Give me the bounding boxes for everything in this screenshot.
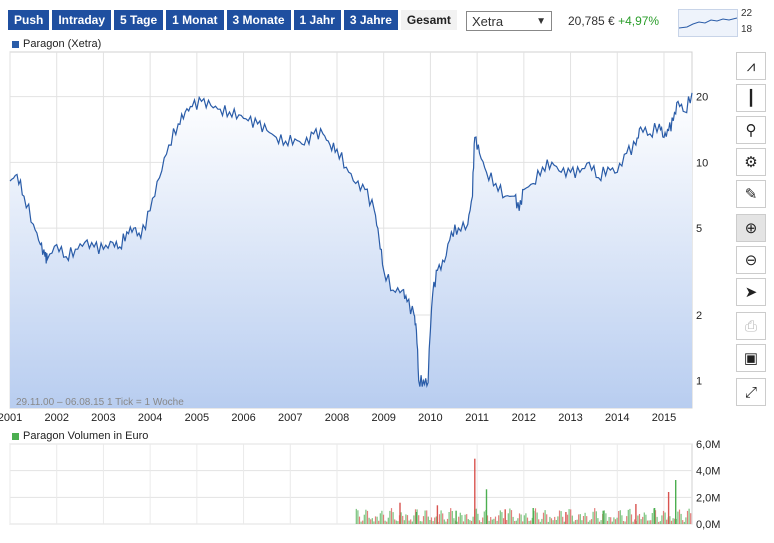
price-legend-label: Paragon (Xetra) [23,38,102,50]
mini-chart-low-label: 18 [741,24,753,35]
zoom-out-icon[interactable]: ⊖ [736,246,766,274]
volume-bar [455,510,457,524]
chevron-down-icon: ▼ [536,16,546,27]
mini-chart-line [679,17,737,29]
x-tick-label: 2011 [465,412,489,424]
volume-bar [485,489,488,524]
exchange-selected: Xetra [472,14,504,29]
y-tick-label: 5 [696,223,702,235]
volume-bar [675,480,677,524]
volume-bar [474,458,476,524]
price-area [10,92,692,409]
chart-info-text: 29.11.00 – 06.08.15 1 Tick = 1 Woche [16,397,184,408]
chart-canvas[interactable]: 2001 2002 2003 2004 2005 2006 2007 2008 2009 2010… [0,0,734,543]
y-tick-label: 2 [696,310,702,322]
volume-bar [635,504,637,524]
save-icon[interactable]: ▣ [736,344,766,372]
x-tick-label: 2004 [138,412,162,424]
volume-legend: Paragon Volumen in Euro [12,430,148,442]
volume-legend-swatch [12,432,19,440]
volume-plot-frame [9,443,693,525]
quote-price: 20,785 € [568,14,615,28]
print-icon[interactable]: ⎙ [736,312,766,340]
tab-gesamt[interactable]: Gesamt [400,10,457,30]
price-legend: Paragon (Xetra) [12,38,101,50]
tab-1-jahr[interactable]: 1 Jahr [293,10,341,30]
x-tick-label: 2001 [0,412,22,424]
fullscreen-icon[interactable]: ⤢ [736,378,766,406]
pointer-icon[interactable]: ➤ [736,278,766,306]
x-tick-label: 2010 [418,412,442,424]
quote-change: +4,97% [618,14,660,28]
candlestick-icon[interactable]: ┃ [736,84,766,112]
x-tick-label: 2006 [231,412,255,424]
x-tick-label: 2013 [558,412,582,424]
mini-chart[interactable] [678,9,738,37]
quote: 20,785 € +4,97% [568,14,659,28]
volume-bar [602,510,604,524]
volume-bar [565,512,567,524]
x-tick-label: 2012 [512,412,536,424]
y-tick-label: 10 [696,157,708,169]
tab-3-jahre[interactable]: 3 Jahre [343,10,398,30]
settings-gears-icon[interactable]: ⚙ [736,148,766,176]
price-line [9,92,693,388]
line-chart-icon[interactable]: ⩘ [736,52,766,80]
x-tick-label: 2014 [605,412,629,424]
price-legend-swatch [12,40,19,48]
chart-toolbar: ⩘ ┃ ⚲ ⚙ ✎ ⊕ ⊖ ➤ ⎙ ▣ ⤢ [736,52,768,410]
x-tick-label: 2008 [325,412,349,424]
tab-5-tage[interactable]: 5 Tage [114,10,164,30]
x-tick-label: 2003 [91,412,115,424]
period-tabs: Push Intraday 5 Tage 1 Monat 3 Monate 1 Jahr 3… [8,10,457,30]
mini-chart-high-label: 22 [741,8,753,19]
volume-y-tick-label: 4,0M [696,466,720,478]
zoom-in-icon[interactable]: ⊕ [736,214,766,242]
volume-bar [415,512,418,524]
exchange-select[interactable]: Xetra ▼ [466,11,552,31]
volume-y-tick-label: 6,0M [696,439,720,451]
volume-bar [504,509,506,524]
x-tick-label: 2007 [278,412,302,424]
y-tick-label: 20 [696,92,708,104]
volume-bar [667,492,670,524]
volume-y-tick-label: 2,0M [696,492,720,504]
volume-baseline-bars [355,508,692,524]
tab-push[interactable]: Push [8,10,50,30]
volume-bar [436,505,439,524]
tab-3-monate[interactable]: 3 Monate [226,10,291,30]
volume-bar [653,508,656,524]
tab-intraday[interactable]: Intraday [52,10,112,30]
x-tick-label: 2005 [185,412,209,424]
volume-bar [399,502,401,524]
indicator-search-icon[interactable]: ⚲ [736,116,766,144]
volume-bar [532,508,534,524]
x-tick-label: 2009 [371,412,395,424]
volume-y-tick-label: 0,0M [696,519,720,531]
tab-1-monat[interactable]: 1 Monat [166,10,224,30]
volume-legend-label: Paragon Volumen in Euro [23,430,149,442]
y-tick-label: 1 [696,376,702,388]
x-tick-label: 2002 [44,412,68,424]
draw-pencil-icon[interactable]: ✎ [736,180,766,208]
x-tick-label: 2015 [652,412,676,424]
